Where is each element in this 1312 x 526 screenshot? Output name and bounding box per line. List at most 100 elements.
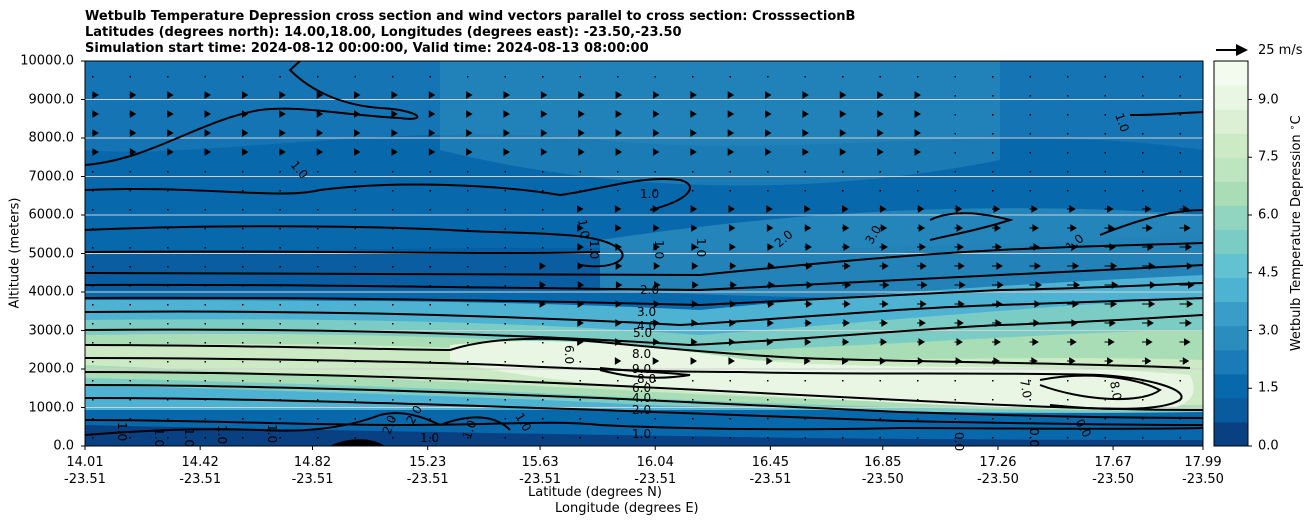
- wind-vector: [129, 399, 131, 401]
- wind-vector: [242, 399, 244, 401]
- wind-vector: [316, 129, 324, 137]
- wind-vector: [877, 110, 884, 118]
- wind-vector: [1029, 380, 1031, 382]
- wind-vector: [654, 281, 661, 289]
- wind-vector: [914, 110, 921, 118]
- wind-vector: [279, 76, 281, 78]
- wind-vector: [579, 418, 581, 420]
- wind-vector: [728, 338, 736, 346]
- x-axis-label: Latitude (degrees N): [528, 485, 662, 500]
- wind-vector: [1179, 243, 1192, 251]
- wind-vector: [954, 437, 956, 439]
- wind-vector: [429, 228, 431, 230]
- title-line-1: Wetbulb Temperature Depression cross sec…: [85, 9, 856, 24]
- wind-vector: [92, 171, 94, 173]
- wind-vector: [504, 190, 506, 192]
- wind-vector: [839, 110, 847, 118]
- y-tick-label: 3000.0: [28, 323, 75, 338]
- wind-vector: [279, 399, 281, 401]
- wind-vector: [804, 380, 806, 382]
- svg-text:3.0: 3.0: [637, 305, 656, 319]
- wind-vector: [1142, 133, 1144, 135]
- x-tick-label: 14.01 -23.51: [64, 454, 106, 488]
- colorbar-band: [1214, 325, 1248, 351]
- wind-vector: [879, 437, 881, 439]
- wind-vector: [1104, 76, 1106, 78]
- wind-vector: [466, 110, 473, 118]
- wind-vector: [1104, 319, 1116, 327]
- wind-vector: [1067, 357, 1076, 365]
- wind-vector: [992, 171, 994, 173]
- wind-vector: [804, 418, 806, 420]
- wind-vector: [129, 228, 131, 230]
- wind-vector: [204, 247, 206, 249]
- wind-vector: [917, 338, 926, 346]
- wind-vector: [467, 323, 469, 325]
- wind-vector: [879, 205, 887, 213]
- wind-vector: [503, 148, 510, 156]
- wind-vector: [167, 190, 169, 192]
- wind-vector: [466, 129, 473, 137]
- y-tick-label: 8000.0: [28, 130, 75, 146]
- wind-vector: [1104, 380, 1106, 382]
- wind-vector: [467, 342, 469, 344]
- wind-vector: [879, 224, 888, 232]
- wind-vector: [504, 228, 506, 230]
- wind-vectors: [92, 76, 1195, 439]
- wind-vector: [654, 437, 656, 439]
- wind-vector: [653, 262, 661, 270]
- wind-vector: [429, 171, 431, 173]
- x-tick-label: 16.45 -23.51: [749, 454, 791, 488]
- wind-vector: [842, 300, 851, 308]
- wind-vector: [129, 380, 131, 382]
- wind-vector: [1029, 338, 1039, 346]
- wind-vector: [577, 281, 585, 289]
- wind-vector: [279, 171, 281, 173]
- wind-vector: [579, 76, 581, 78]
- wind-vector: [1029, 76, 1031, 78]
- wind-vector: [241, 110, 249, 118]
- wind-vector: [317, 190, 319, 192]
- wind-vector: [504, 361, 506, 363]
- wind-vector: [879, 190, 881, 192]
- wind-vector: [391, 110, 398, 118]
- wind-vector: [92, 342, 94, 344]
- wind-vector: [1067, 319, 1078, 327]
- chart-title: Wetbulb Temperature Depression cross sec…: [85, 9, 855, 57]
- wind-vector: [429, 76, 431, 78]
- wind-vector: [129, 110, 137, 118]
- wind-vector: [1104, 152, 1106, 154]
- wind-vector: [1179, 76, 1181, 78]
- wind-vector: [354, 129, 361, 137]
- wind-vector: [504, 437, 506, 439]
- wind-vector: [204, 171, 206, 173]
- wind-vector: [92, 76, 94, 78]
- wind-vector: [1104, 95, 1106, 97]
- colorbar-tick-marks: [1248, 99, 1252, 447]
- wind-vector: [653, 224, 660, 232]
- wind-vector: [1067, 224, 1077, 232]
- wind-vector: [767, 243, 774, 251]
- wind-vector: [954, 338, 963, 346]
- wind-vector: [204, 418, 206, 420]
- wind-vector: [1067, 95, 1069, 97]
- wind-vector: [279, 361, 281, 363]
- wind-vector: [540, 129, 548, 137]
- x-tick-lat: 15.63: [521, 455, 559, 470]
- wind-vector: [317, 418, 319, 420]
- wind-vector: [542, 342, 544, 344]
- wind-vector: [504, 209, 506, 211]
- wind-vector: [392, 266, 394, 268]
- wind-vector: [354, 437, 356, 439]
- svg-text:2.0: 2.0: [632, 403, 651, 417]
- wind-vector: [767, 300, 775, 308]
- colorbar-label: Wetbulb Temperature Depression ∘C: [1287, 115, 1305, 352]
- wind-vector: [540, 91, 548, 99]
- colorbar-tick-label: 1.5: [1258, 380, 1279, 396]
- wind-vector: [1104, 262, 1118, 270]
- wind-vector: [429, 209, 431, 211]
- wind-vector: [392, 247, 394, 249]
- wind-vector: [877, 129, 884, 137]
- wind-vector: [1104, 133, 1106, 135]
